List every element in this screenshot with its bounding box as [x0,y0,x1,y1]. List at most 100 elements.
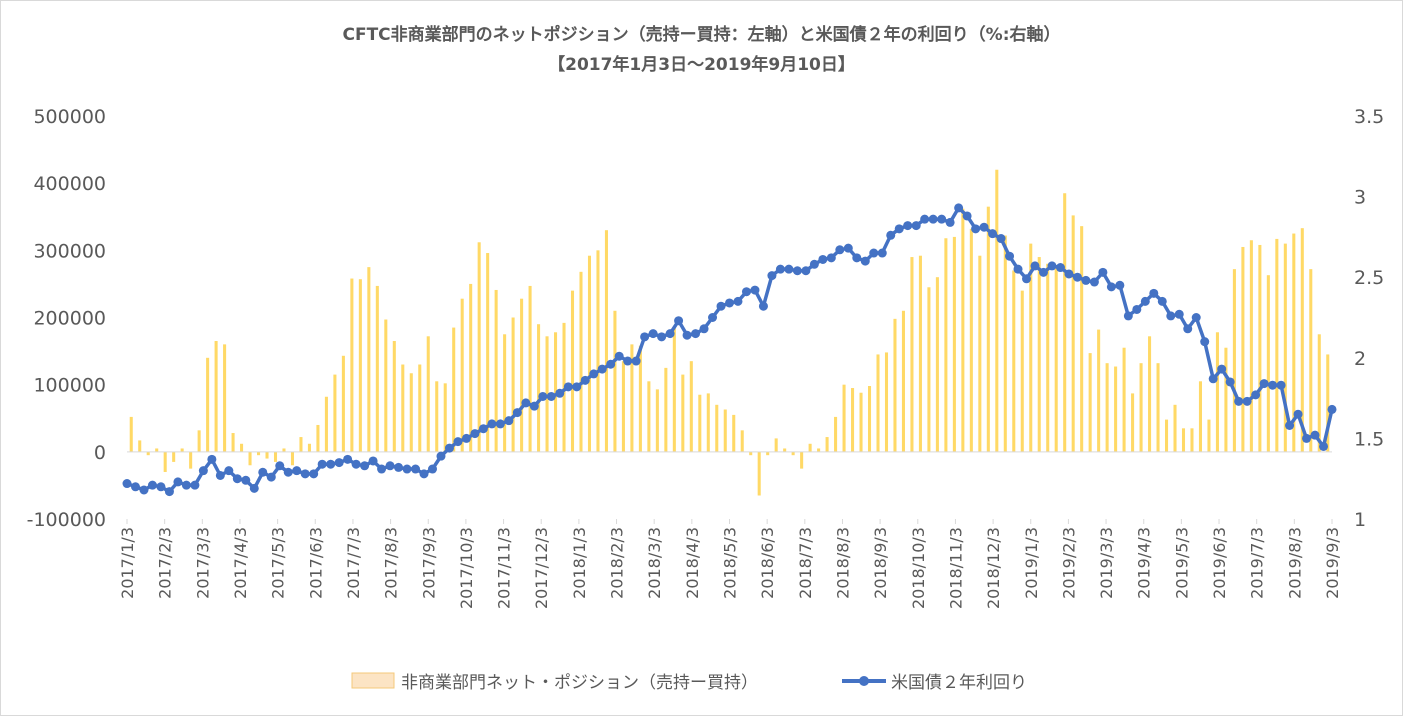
yield-point [1132,304,1142,314]
bar [316,424,320,452]
bar [452,327,456,452]
bar [1148,336,1152,452]
bar [596,250,600,452]
yield-point [843,243,853,253]
legend-line-label: 米国債２年利回り [891,673,1027,693]
bar [206,357,210,452]
yield-point [1234,396,1244,406]
bar [1088,353,1092,452]
bar [537,324,541,452]
yield-point [538,391,548,401]
yield-point [215,470,225,480]
yield-point [343,454,353,464]
bar [1071,215,1075,452]
yield-point [1149,288,1159,298]
yield-point [1276,380,1286,390]
yield-point [860,256,870,266]
yield-point [1106,282,1116,292]
yield-point [1064,269,1074,279]
yield-line [126,206,1334,494]
yield-point [402,464,412,474]
yield-point [1191,313,1201,322]
yield-point [733,296,743,306]
yield-point [1259,379,1269,389]
bar [740,430,744,452]
bar [1258,244,1262,452]
yield-point [792,266,802,276]
bar-series [129,169,1330,496]
yield-point [453,437,463,447]
bar [952,236,956,452]
yield-point [487,419,497,429]
bar [969,228,973,452]
x-tick-label: 2018/8/3 [833,527,852,599]
yield-point [436,451,446,461]
yield-point [555,388,565,398]
bar [163,451,167,472]
bar [460,298,464,452]
yield-point [674,316,684,326]
bar [570,290,575,452]
bar [1224,347,1228,452]
bar [418,364,422,452]
yield-point [614,351,624,361]
bar [672,327,676,452]
bar [1198,381,1202,452]
x-tick-label: 2018/4/3 [683,527,702,599]
yield-point [1157,296,1167,306]
bar [172,451,176,462]
bar [766,451,770,456]
yield-point [326,459,336,469]
bar [1063,193,1067,452]
yield-point [945,217,955,227]
bar [893,318,897,452]
x-tick-label: 2017/3/3 [193,527,212,599]
yield-point [147,480,157,490]
bar [647,381,651,452]
bar [324,396,328,452]
bar [944,238,948,452]
bar [138,440,142,452]
bar [978,255,982,452]
bar [876,354,880,452]
yield-point [928,214,938,224]
bar [655,389,659,452]
yield-point [275,461,285,471]
right-tick-label: 3 [1354,187,1366,209]
bar [1020,290,1024,452]
yield-point [164,487,174,497]
x-tick-label: 2018/6/3 [758,527,777,599]
yield-point [767,271,777,281]
yield-point [563,382,573,392]
yield-point [504,416,514,426]
yield-point [385,461,395,471]
bar [477,242,481,452]
yield-point [920,214,930,224]
yield-point [1140,296,1150,306]
left-tick-label: 400000 [33,173,106,195]
bar [1156,363,1160,452]
bar [511,317,515,452]
bar [986,206,990,452]
yield-point [190,480,200,490]
yield-point [894,224,904,234]
yield-point [283,467,293,477]
bar [1054,267,1058,452]
right-tick-label: 2 [1354,348,1366,370]
bar [384,319,388,452]
yield-point [444,443,454,453]
yield-point [181,480,191,490]
x-tick-label: 2017/10/3 [457,527,476,609]
bar [1164,419,1169,452]
bar [1283,243,1287,452]
bar [706,393,710,452]
yield-point [988,229,998,239]
yield-point [1327,404,1337,414]
yield-point [512,408,522,418]
yield-point [1022,274,1032,284]
yield-point [232,474,242,484]
yield-point [224,466,234,476]
yield-point [173,477,183,487]
yield-point [886,230,896,240]
bar [1131,393,1135,452]
